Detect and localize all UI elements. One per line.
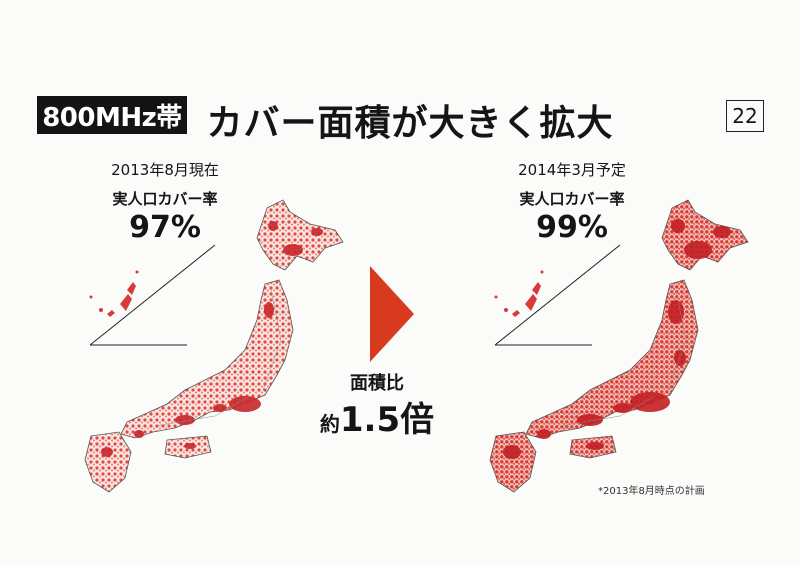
right-caption: 2014年3月予定 実人口カバー率 99%	[482, 160, 662, 246]
area-ratio-prefix: 約	[319, 412, 340, 436]
right-coverage-label: 実人口カバー率	[519, 190, 625, 208]
left-coverage-map-icon	[84, 199, 344, 493]
slide-title: カバー面積が大きく拡大	[206, 103, 614, 144]
area-ratio-value: 約1.5倍	[318, 400, 436, 446]
right-date: 2014年3月予定	[518, 161, 626, 179]
area-ratio-number: 1.5倍	[339, 400, 435, 440]
right-coverage-map-icon	[489, 199, 749, 493]
left-caption: 2013年8月現在 実人口カバー率 97%	[75, 160, 255, 246]
left-coverage-percentage: 97%	[129, 210, 201, 245]
right-coverage-percentage: 99%	[536, 210, 608, 245]
area-ratio-label: 面積比	[350, 373, 404, 394]
left-coverage-label: 実人口カバー率	[112, 190, 218, 208]
left-date: 2013年8月現在	[111, 161, 219, 179]
right-triangle-arrow-icon	[370, 266, 414, 362]
footnote: *2013年8月時点の計画	[598, 486, 705, 497]
band-badge: 800MHz帯	[37, 96, 187, 134]
page-number: 22	[726, 100, 764, 132]
area-ratio: 面積比 約1.5倍	[318, 372, 436, 446]
